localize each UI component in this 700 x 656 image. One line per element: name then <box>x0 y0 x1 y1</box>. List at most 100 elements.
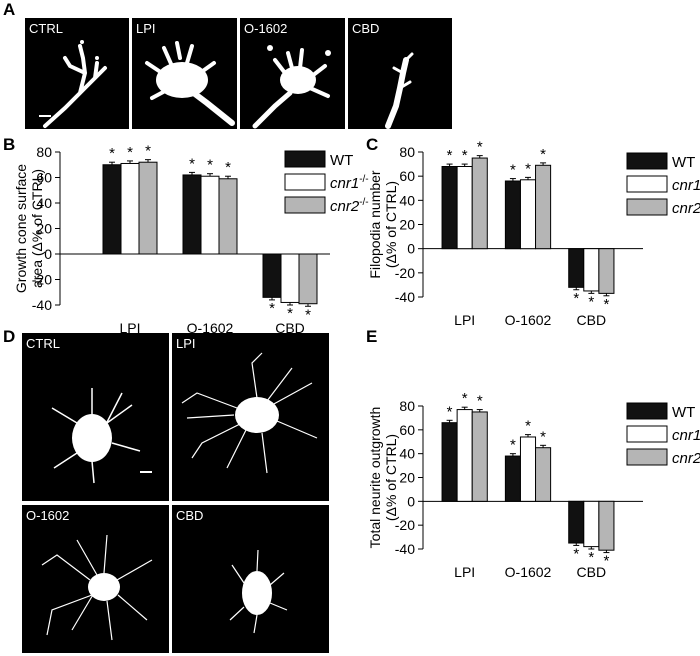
y-tick-label: 80 <box>36 144 52 160</box>
neuron-image <box>229 549 288 634</box>
legend-label-base: cnr2 <box>672 450 700 467</box>
micrograph-label-lpi: LPI <box>136 21 156 36</box>
legend-label: cnr2-/- <box>330 197 369 215</box>
y-tick-label: 20 <box>399 470 415 486</box>
bar <box>456 166 473 250</box>
bar <box>535 447 552 502</box>
legend-label-superscript: -/- <box>359 174 368 185</box>
legend-label-base: WT <box>672 404 695 421</box>
significance-star: * <box>540 428 546 445</box>
y-tick-label: 80 <box>399 398 415 414</box>
legend-label-base: cnr2 <box>672 200 700 217</box>
y-tick-label: -20 <box>32 272 52 288</box>
neuron-image <box>41 534 153 641</box>
scale-bar <box>39 115 51 117</box>
legend-swatch <box>626 448 668 466</box>
legend-label: cnr2-/- <box>672 449 700 467</box>
micrograph-d-ctrl: CTRL <box>22 333 169 501</box>
bar <box>504 180 521 250</box>
bar <box>568 500 585 544</box>
legend-swatch <box>626 175 668 193</box>
micrograph-a-ctrl: CTRL <box>25 18 129 129</box>
y-axis-label-line: (Δ% of CTRL) <box>383 181 399 268</box>
y-tick-label: 40 <box>399 192 415 208</box>
legend-swatch <box>284 173 326 191</box>
legend-label-superscript: -/- <box>359 197 368 208</box>
significance-star: * <box>588 293 594 310</box>
significance-star: * <box>462 390 468 407</box>
legend-swatch <box>284 150 326 168</box>
y-tick-label: 20 <box>36 221 52 237</box>
y-axis-label: Growth cone surfacearea (Δ% of CTRL) <box>13 164 45 293</box>
micrograph-label-lpi: LPI <box>176 336 196 351</box>
bar <box>262 253 282 298</box>
significance-star: * <box>447 403 453 420</box>
significance-star: * <box>477 139 483 156</box>
bar <box>568 248 585 288</box>
y-axis-label-line: area (Δ% of CTRL) <box>29 169 45 288</box>
x-category-label: CBD <box>275 320 305 336</box>
growth-cone-image <box>385 52 414 129</box>
y-axis-label: Filopodia number(Δ% of CTRL) <box>367 170 399 279</box>
significance-star: * <box>540 146 546 163</box>
legend-label: cnr1-/- <box>672 176 700 194</box>
micrograph-d-cbd: CBD <box>172 505 329 653</box>
bar <box>583 248 600 292</box>
micrograph-d-o1602: O-1602 <box>22 505 169 653</box>
y-tick-label: -20 <box>395 517 415 533</box>
x-category-label: O-1602 <box>505 312 552 328</box>
bar <box>182 174 202 255</box>
significance-star: * <box>109 145 115 162</box>
y-tick-label: 0 <box>407 493 415 509</box>
y-tick-label: -40 <box>395 289 415 305</box>
significance-star: * <box>225 159 231 176</box>
bar <box>120 162 140 255</box>
legend-swatch <box>284 196 326 214</box>
significance-star: * <box>525 418 531 435</box>
panel-letter-e: E <box>366 327 378 346</box>
bar <box>583 500 600 548</box>
significance-star: * <box>573 290 579 307</box>
legend-swatch <box>626 425 668 443</box>
bar <box>504 455 521 502</box>
significance-star: * <box>127 144 133 161</box>
significance-star: * <box>269 300 275 317</box>
legend-label-base: cnr1 <box>330 175 359 192</box>
significance-star: * <box>525 160 531 177</box>
x-category-label: O-1602 <box>187 320 234 336</box>
y-tick-label: 0 <box>44 246 52 262</box>
micrograph-a-o1602: O-1602 <box>240 18 345 129</box>
bar <box>456 409 473 502</box>
micrograph-label-o1602: O-1602 <box>244 21 288 36</box>
significance-star: * <box>287 305 293 322</box>
y-tick-label: -40 <box>395 541 415 557</box>
x-category-label: CBD <box>577 564 607 580</box>
legend-label: cnr1-/- <box>672 426 700 444</box>
bar <box>441 422 458 502</box>
panel-letter-d: D <box>3 327 16 346</box>
bar <box>138 161 158 255</box>
bar <box>200 175 220 255</box>
significance-star: * <box>145 143 151 160</box>
bar <box>598 500 615 551</box>
panel-letter-b: B <box>3 135 16 154</box>
bar <box>519 179 537 250</box>
y-tick-label: -40 <box>32 297 52 313</box>
y-axis-label-line: Total neurite outgrowth <box>367 407 383 549</box>
y-tick-label: 60 <box>36 170 52 186</box>
y-axis-label-line: Growth cone surface <box>13 164 29 293</box>
neuron-image <box>51 388 141 484</box>
legend-label: cnr2-/- <box>672 199 700 217</box>
bar <box>535 164 552 250</box>
significance-star: * <box>510 437 516 454</box>
legend-swatch <box>626 152 668 170</box>
bar <box>298 253 318 305</box>
y-tick-label: 60 <box>399 422 415 438</box>
significance-star: * <box>603 296 609 313</box>
micrograph-label-ctrl: CTRL <box>26 336 60 351</box>
significance-star: * <box>305 306 311 323</box>
significance-star: * <box>573 545 579 562</box>
y-tick-label: 20 <box>399 217 415 233</box>
bar <box>471 411 488 502</box>
